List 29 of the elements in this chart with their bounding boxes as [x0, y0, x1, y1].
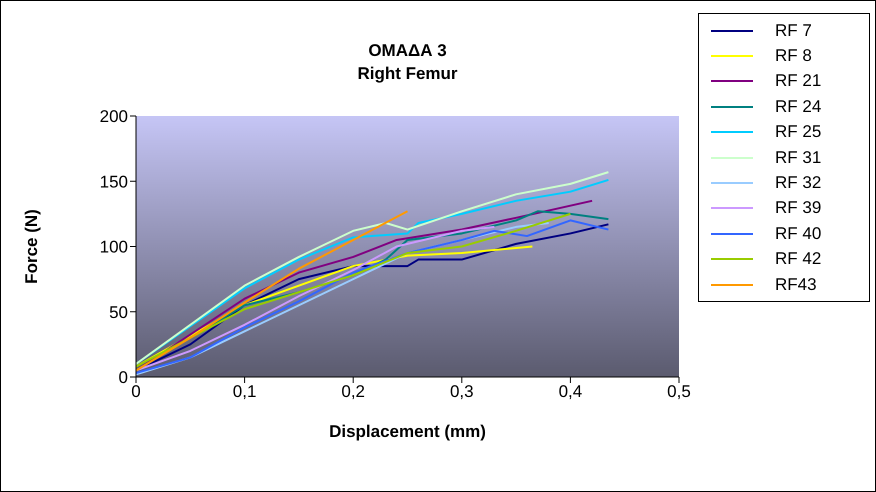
- y-tick-label: 150: [100, 172, 128, 192]
- legend-label: RF 32: [775, 173, 822, 194]
- legend-label: RF 39: [775, 198, 822, 218]
- legend-label: RF 21: [775, 71, 822, 92]
- y-axis-title: Force (N): [22, 209, 42, 284]
- x-tick-label: 0,2: [341, 382, 366, 402]
- y-tick-label: 200: [100, 107, 128, 126]
- x-tick-label: 0,1: [232, 382, 256, 402]
- y-tick-label: 0: [118, 368, 128, 388]
- line-series: [136, 210, 408, 372]
- legend-label: RF 31: [775, 148, 822, 168]
- chart-subtitle: Right Femur: [356, 63, 459, 85]
- legend-label: RF 25: [775, 122, 822, 142]
- x-tick-label: 0,4: [558, 382, 582, 402]
- legend-label: RF 40: [775, 224, 822, 244]
- legend-label: RF 42: [775, 249, 822, 270]
- x-tick-label: 0,5: [667, 382, 691, 402]
- y-tick-label: 50: [109, 302, 128, 322]
- chart-title: ΟΜΑΔΑ 3: [367, 40, 448, 62]
- x-tick-label: 0: [131, 382, 141, 402]
- x-axis-title: Displacement (mm): [329, 422, 486, 441]
- y-tick-label: 100: [100, 238, 128, 257]
- line-series: [136, 226, 496, 372]
- x-tick-label: 0,3: [450, 382, 474, 402]
- line-series: [136, 246, 534, 368]
- legend-label: RF43: [775, 274, 817, 295]
- legend-label: RF 24: [775, 96, 822, 117]
- legend-label: RF 8: [775, 46, 812, 66]
- legend-label: RF 7: [775, 20, 812, 41]
